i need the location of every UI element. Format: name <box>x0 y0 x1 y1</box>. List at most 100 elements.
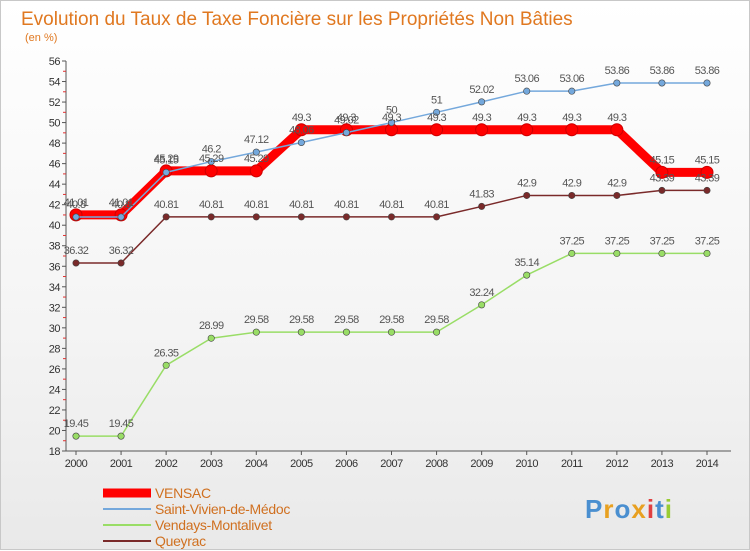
data-point <box>610 123 624 137</box>
data-point <box>478 98 486 106</box>
data-point <box>117 432 125 440</box>
series-line-saint-vivien-de-m-doc <box>75 82 708 218</box>
data-point <box>568 249 576 257</box>
data-point <box>387 328 395 336</box>
data-label: 49.3 <box>337 112 356 124</box>
series-layer <box>69 79 714 440</box>
data-point <box>72 213 80 221</box>
data-point <box>658 79 666 87</box>
data-label: 40.8 <box>112 199 131 211</box>
y-tick-label: 30 <box>49 323 61 335</box>
data-label: 49.3 <box>427 112 446 124</box>
data-label: 53.86 <box>605 65 630 77</box>
data-label: 26.35 <box>154 347 179 359</box>
logo-text: Proxiti <box>585 494 673 524</box>
y-tick-label: 50 <box>49 118 61 130</box>
data-point <box>568 87 576 95</box>
data-point <box>433 328 441 336</box>
data-point <box>387 119 395 127</box>
data-label: 43.39 <box>695 172 720 184</box>
x-tick-label: 2000 <box>65 458 88 470</box>
y-tick-label: 56 <box>49 56 61 68</box>
data-point <box>207 158 215 166</box>
data-label: 53.06 <box>560 73 585 85</box>
data-label: 42.9 <box>517 177 536 189</box>
y-tick-label: 48 <box>49 138 61 150</box>
chart-subtitle: (en %) <box>25 32 57 44</box>
data-point <box>204 164 218 178</box>
data-label: 19.45 <box>64 418 89 430</box>
data-label: 29.58 <box>289 314 314 326</box>
data-point <box>162 168 170 176</box>
data-label: 45.29 <box>244 153 269 165</box>
data-label: 51 <box>431 94 443 106</box>
y-tick-label: 54 <box>49 77 61 89</box>
legend-label: VENSAC <box>155 485 211 501</box>
y-tick-label: 42 <box>49 200 61 212</box>
y-tick-label: 38 <box>49 241 61 253</box>
y-tick-label: 40 <box>49 220 61 232</box>
data-label: 49.3 <box>607 112 626 124</box>
y-tick-label: 44 <box>49 179 61 191</box>
y-tick-label: 46 <box>49 159 61 171</box>
data-point <box>72 259 80 267</box>
axes: 18 20 22 24 26 28 30 32 34 36 38 40 42 44 46 48 50 52 54 56… <box>49 56 731 470</box>
data-label: 40.81 <box>379 199 404 211</box>
x-tick-label: 2009 <box>470 458 493 470</box>
data-point <box>117 259 125 267</box>
data-point <box>703 249 711 257</box>
y-tick-label: 20 <box>49 425 61 437</box>
y-tick-label: 36 <box>49 261 61 273</box>
data-point <box>297 213 305 221</box>
data-label: 49.3 <box>517 112 536 124</box>
data-point <box>162 361 170 369</box>
data-label: 40.81 <box>334 199 359 211</box>
data-point <box>387 213 395 221</box>
data-label: 45.15 <box>154 154 179 166</box>
data-label: 49.02 <box>334 115 359 127</box>
x-tick-label: 2003 <box>200 458 223 470</box>
data-point <box>523 271 531 279</box>
data-label: 42.9 <box>562 177 581 189</box>
y-tick-label: 32 <box>49 302 61 314</box>
data-label: 40.81 <box>244 199 269 211</box>
legend-label: Queyrac <box>155 533 206 549</box>
data-label: 29.58 <box>244 314 269 326</box>
data-point <box>72 432 80 440</box>
data-label: 43.39 <box>650 172 675 184</box>
data-label: 49.3 <box>472 112 491 124</box>
x-tick-label: 2002 <box>155 458 178 470</box>
data-label: 47.12 <box>244 134 269 146</box>
data-label: 37.25 <box>650 235 675 247</box>
data-point <box>658 186 666 194</box>
data-point <box>252 213 260 221</box>
data-label: 41.01 <box>109 197 134 209</box>
data-label: 49.3 <box>382 112 401 124</box>
x-tick-label: 2006 <box>335 458 358 470</box>
y-tick-label: 52 <box>49 97 61 109</box>
data-point <box>433 213 441 221</box>
x-tick-label: 2004 <box>245 458 268 470</box>
data-label: 37.25 <box>605 235 630 247</box>
y-tick-label: 26 <box>49 364 61 376</box>
data-label: 49.3 <box>292 112 311 124</box>
data-label: 40.81 <box>199 199 224 211</box>
data-label: 40.81 <box>424 199 449 211</box>
x-tick-label: 2011 <box>561 458 583 470</box>
data-label: 45.15 <box>695 154 720 166</box>
data-point <box>433 108 441 116</box>
data-point <box>565 123 579 137</box>
data-point <box>207 334 215 342</box>
data-point <box>613 249 621 257</box>
chart-title: Evolution du Taux de Taxe Foncière sur l… <box>21 9 573 30</box>
data-label: 36.32 <box>64 245 89 257</box>
data-label: 40.8 <box>66 199 85 211</box>
data-point <box>523 191 531 199</box>
data-point <box>117 213 125 221</box>
x-tick-label: 2013 <box>651 458 674 470</box>
x-tick-label: 2014 <box>696 458 719 470</box>
data-point <box>252 148 260 156</box>
data-label: 45.29 <box>199 153 224 165</box>
data-label: 53.06 <box>514 73 539 85</box>
